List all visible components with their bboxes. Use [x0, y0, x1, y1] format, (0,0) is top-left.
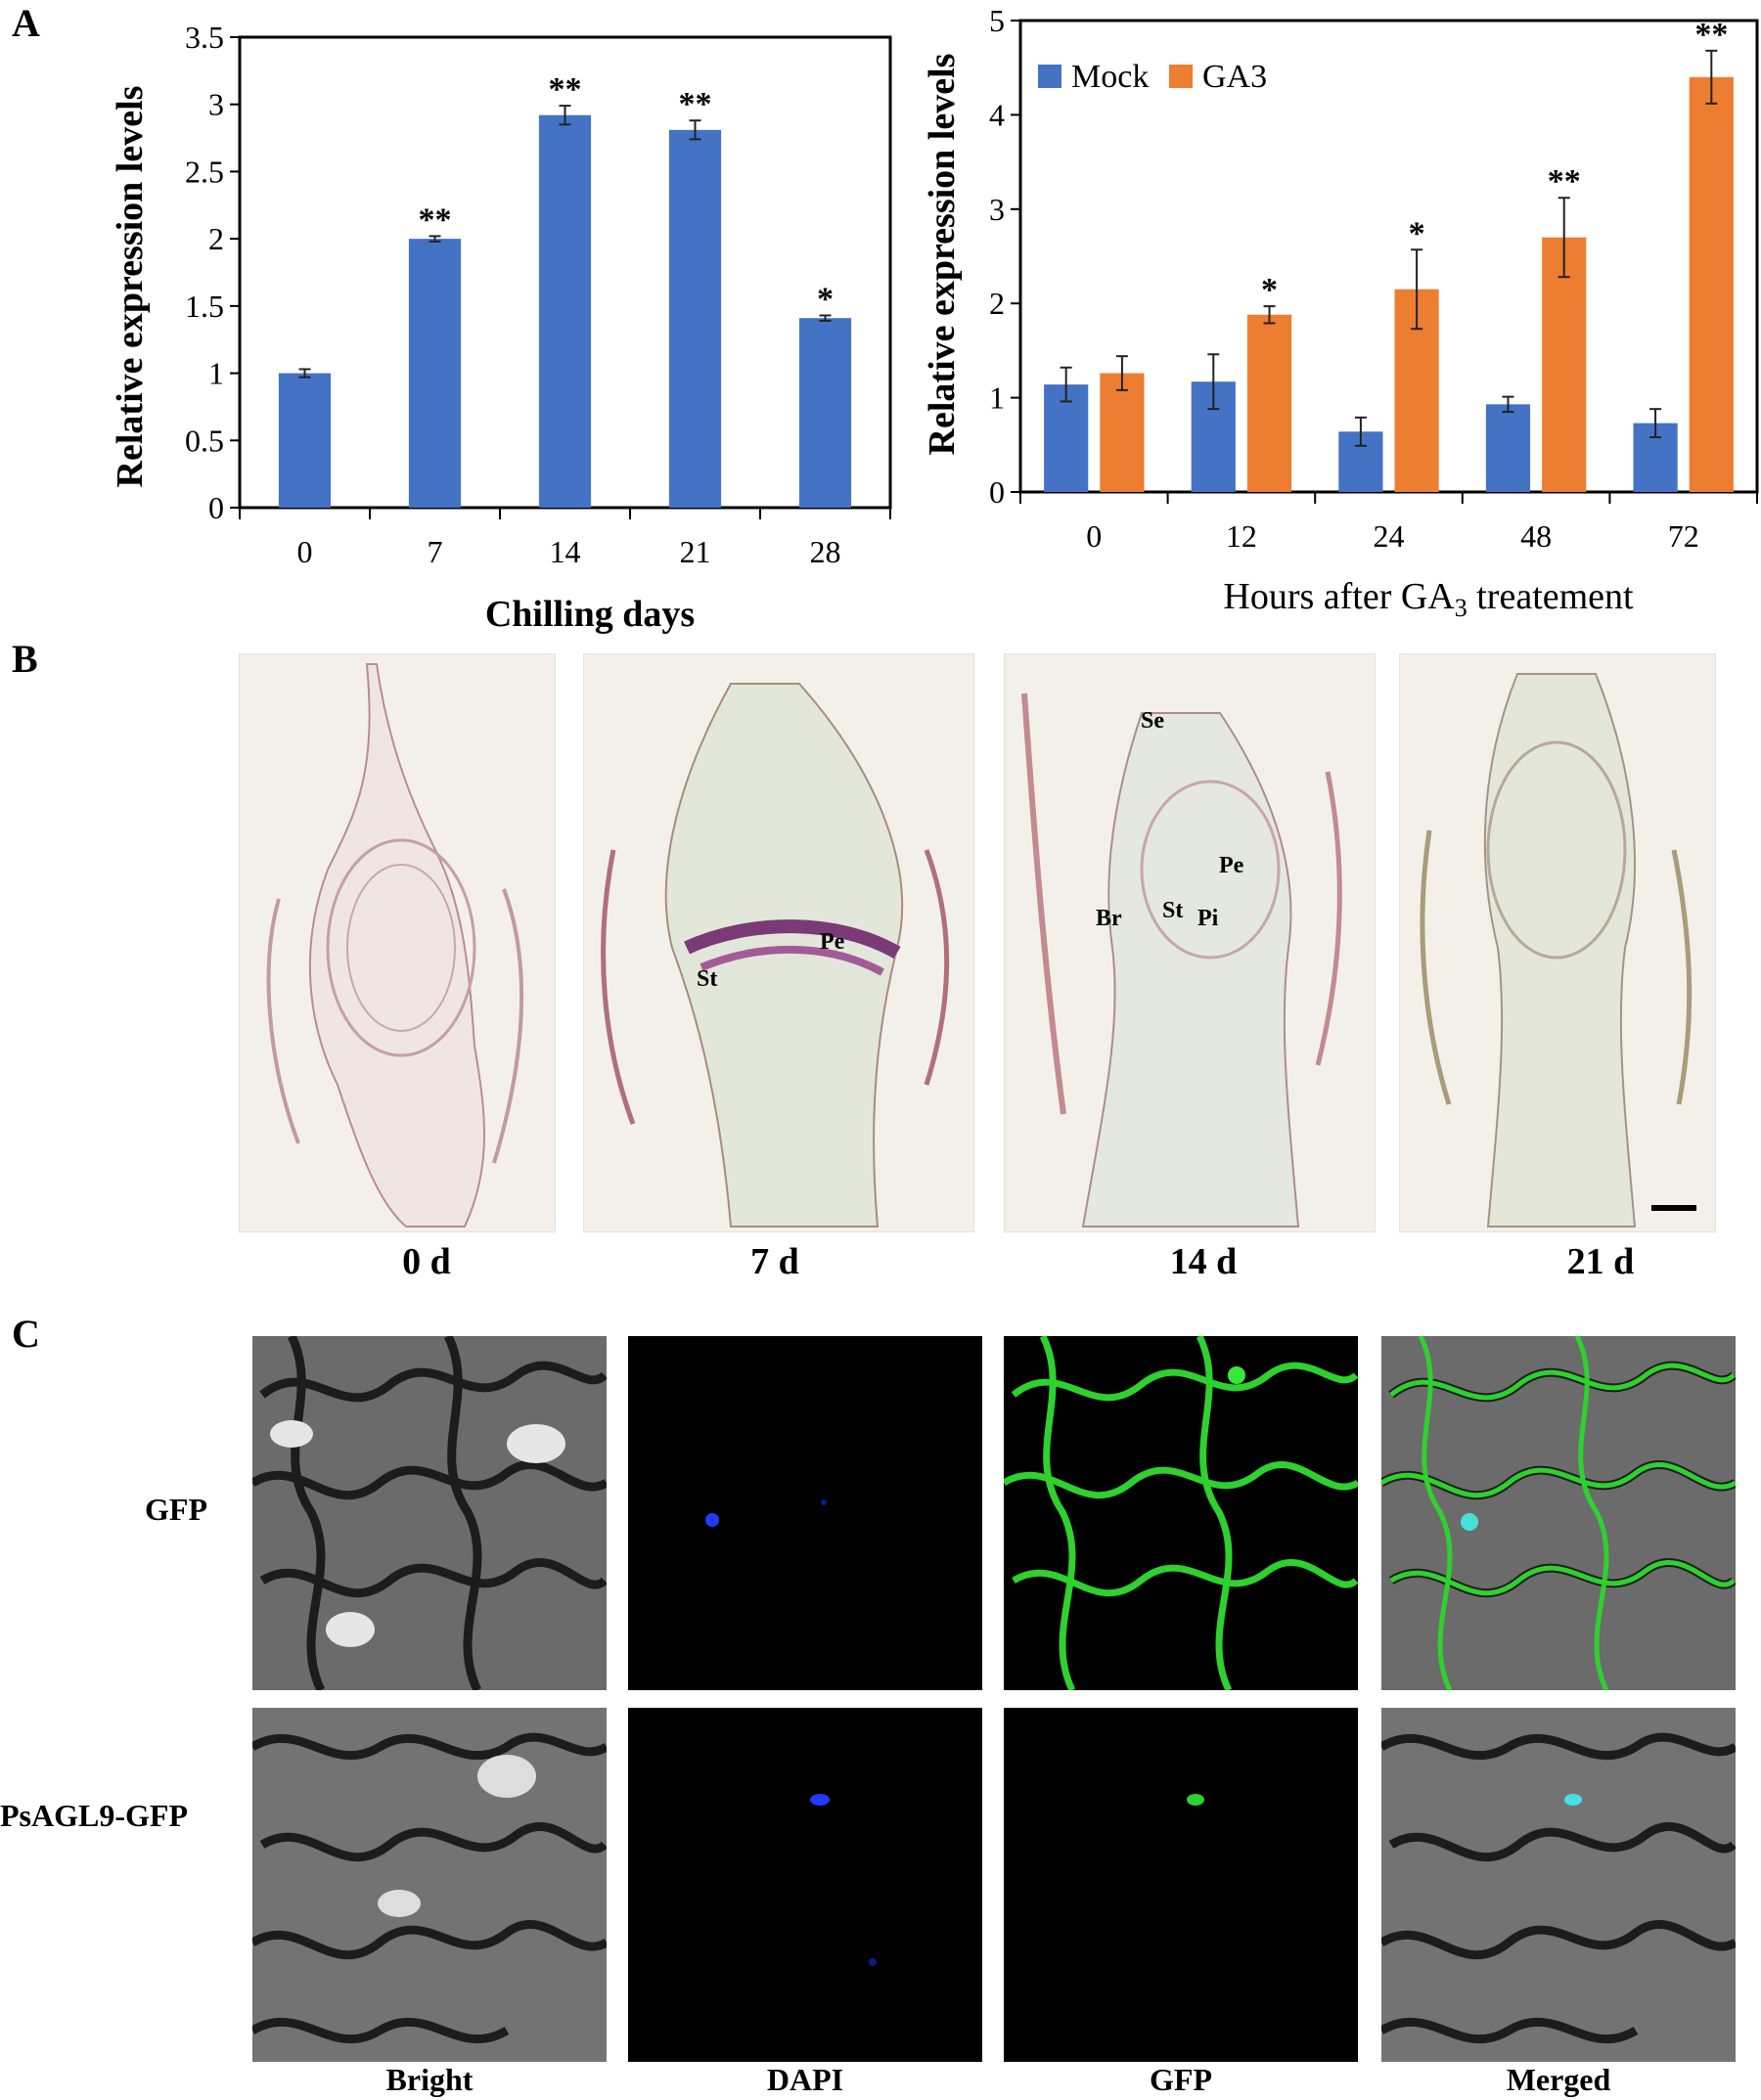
chart2-bar-1-4 — [1689, 76, 1734, 492]
chart2-legend-swatch-1 — [1169, 65, 1193, 88]
chart2-ylabel: Relative expression levels — [922, 54, 963, 456]
chart1-ytick-label-2: 1 — [208, 356, 224, 391]
chilling-days-chart: Relative expression levels Chilling days… — [110, 20, 892, 635]
row-label-gfp: GFP — [145, 1492, 207, 1527]
chart2-xtick-label-4: 72 — [1668, 518, 1699, 554]
chart2-xtick-label-2: 24 — [1374, 518, 1405, 554]
chart2-xtick-label-3: 48 — [1520, 518, 1552, 554]
chart1-ylabel: Relative expression levels — [110, 86, 151, 488]
chart1-significance-3: ** — [679, 86, 712, 122]
chart1-xtick-label-2: 14 — [550, 534, 581, 569]
chart2-xtick-label-1: 12 — [1226, 518, 1257, 554]
col-label-gfp: GFP — [1150, 2062, 1212, 2097]
label-br-14d: Br — [1096, 906, 1122, 931]
chart1-significance-1: ** — [419, 201, 452, 238]
col-label-dapi: DAPI — [766, 2062, 844, 2097]
chart1-xlabel: Chilling days — [485, 594, 695, 635]
chart1-bar-0-1 — [408, 239, 462, 508]
chart2-ytick-label-3: 3 — [989, 192, 1005, 227]
chart2-ytick-label-1: 1 — [989, 380, 1005, 416]
chart2-significance-2: * — [1409, 215, 1425, 251]
chart1-ytick-label-3: 1.5 — [185, 289, 224, 324]
chart1-ytick-label-4: 2 — [208, 221, 224, 256]
chart2-xtick-label-0: 0 — [1086, 518, 1102, 554]
ga3-treatment-chart: Relative expression levels Hours after G… — [922, 3, 1759, 622]
panel-label-a: A — [12, 1, 40, 45]
chart2-bar-1-1 — [1246, 314, 1292, 492]
chart2-xlabel: Hours after GA3 treatement — [1223, 576, 1634, 622]
label-st-14d: St — [1162, 898, 1184, 923]
chart2-frame — [1018, 19, 1759, 494]
chart1-significance-2: ** — [549, 71, 582, 108]
panel-label-b: B — [12, 637, 38, 681]
section-image-21d — [1399, 653, 1716, 1232]
chart2-legend-label-0: Mock — [1071, 59, 1149, 95]
chart2-ytick-label-0: 0 — [989, 474, 1005, 510]
chart2-legend-label-1: GA3 — [1202, 59, 1267, 95]
label-pi-14d: Pi — [1197, 906, 1219, 931]
chart1-xtick-label-3: 21 — [680, 534, 711, 569]
section-image-0d — [239, 653, 556, 1232]
chart1-ytick-label-6: 3 — [208, 87, 224, 122]
col-label-bright: Bright — [385, 2062, 474, 2097]
day-label-21: 21 d — [1566, 1241, 1635, 1282]
day-label-14: 14 d — [1169, 1241, 1238, 1282]
chart2-significance-4: ** — [1694, 17, 1728, 53]
chart2-ytick-label-4: 4 — [989, 97, 1005, 132]
gfp-bright-image — [252, 1336, 607, 1690]
label-pe-14d: Pe — [1219, 853, 1244, 878]
chart1-ytick-label-7: 3.5 — [185, 20, 224, 55]
gfp-merged-image — [1381, 1336, 1736, 1690]
chart2-significance-3: ** — [1548, 163, 1581, 200]
chart1-xtick-label-1: 7 — [428, 534, 443, 569]
chart1-bar-0-4 — [798, 318, 852, 508]
panel-label-c: C — [12, 1312, 40, 1356]
chart2-ytick-label-5: 5 — [989, 3, 1005, 38]
day-label-7: 7 d — [750, 1241, 799, 1282]
psagl9-gfp-image — [1004, 1708, 1358, 2062]
chart1-significance-4: * — [817, 281, 834, 317]
chart1-bar-0-2 — [538, 114, 592, 509]
chart1-bar-0-3 — [668, 129, 722, 508]
label-st-7d: St — [697, 966, 718, 992]
chart1-xtick-label-4: 28 — [810, 534, 841, 569]
chart2-ytick-label-2: 2 — [989, 286, 1005, 321]
chart1-ytick-label-5: 2.5 — [185, 154, 224, 189]
day-label-0: 0 d — [402, 1241, 451, 1282]
row-label-psagl9-gfp: PsAGL9-GFP — [0, 1798, 188, 1833]
label-pe-7d: Pe — [820, 929, 845, 955]
chart2-xlabel-tail: treatement — [1468, 576, 1634, 617]
chart1-xtick-label-0: 0 — [297, 534, 313, 569]
scale-bar — [1651, 1205, 1696, 1211]
gfp-dapi-image — [628, 1336, 982, 1690]
chart2-xlabel-main: Hours after GA — [1223, 576, 1455, 617]
psagl9-bright-image — [252, 1708, 607, 2062]
chart1-ytick-label-1: 0.5 — [185, 423, 224, 458]
gfp-gfp-image — [1004, 1336, 1358, 1690]
chart2-bar-1-0 — [1100, 373, 1145, 492]
chart2-bar-0-3 — [1485, 404, 1531, 492]
psagl9-dapi-image — [628, 1708, 982, 2062]
chart2-xlabel-subscript: 3 — [1455, 594, 1468, 622]
chart2-bar-1-3 — [1542, 237, 1587, 492]
col-label-merged: Merged — [1506, 2062, 1611, 2097]
section-image-7d — [583, 653, 974, 1232]
chart2-legend-swatch-0 — [1038, 65, 1061, 88]
psagl9-merged-image — [1381, 1708, 1736, 2062]
section-image-14d — [1004, 653, 1376, 1232]
chart1-ytick-label-0: 0 — [208, 490, 224, 525]
chart1-bar-0-0 — [278, 373, 332, 508]
label-se-14d: Se — [1141, 708, 1164, 734]
chart2-significance-1: * — [1261, 272, 1278, 308]
